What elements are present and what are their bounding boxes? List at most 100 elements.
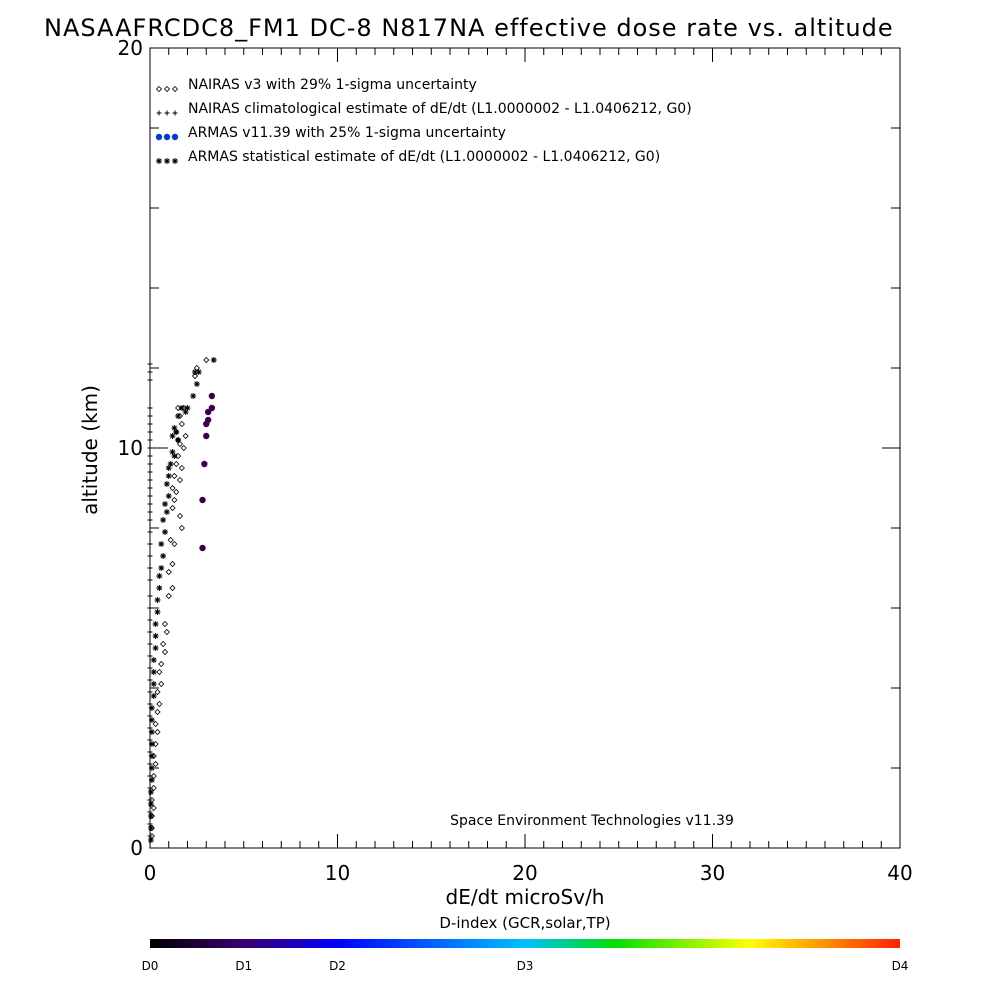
data-point-diamond xyxy=(163,628,170,636)
data-point-diamond xyxy=(154,708,161,716)
legend-label: ARMAS statistical estimate of dE/dt (L1.… xyxy=(188,149,660,165)
data-point-asterisk xyxy=(148,729,155,735)
data-point-diamond xyxy=(156,700,163,708)
data-point-asterisk xyxy=(152,633,159,639)
data-point-asterisk xyxy=(148,753,155,759)
x-tick-label: 40 xyxy=(887,861,912,885)
y-tick-label: 0 xyxy=(130,836,143,860)
data-point-diamond xyxy=(150,804,157,812)
data-point-plus xyxy=(147,553,153,559)
data-point-asterisk xyxy=(190,393,197,399)
axis-tick-labels: 0 10 20 30 40 0 10 20 xyxy=(118,36,913,885)
data-point-diamond xyxy=(171,540,178,548)
data-point-diamond xyxy=(160,640,167,648)
legend-marker-plus xyxy=(172,110,178,116)
legend-marker-asterisk xyxy=(164,158,170,164)
legend-marker-asterisk xyxy=(172,158,178,164)
x-tick-label: 10 xyxy=(325,861,350,885)
data-point-asterisk xyxy=(182,409,189,415)
data-point-plus xyxy=(147,529,153,535)
data-point-asterisk xyxy=(171,453,178,459)
data-point-asterisk xyxy=(169,449,176,455)
legend-item: ARMAS statistical estimate of dE/dt (L1.… xyxy=(156,149,660,165)
y-tick-label: 10 xyxy=(118,436,143,460)
data-point-dot xyxy=(204,408,212,416)
data-point-plus xyxy=(147,629,153,635)
data-point-plus xyxy=(147,429,153,435)
data-point-plus xyxy=(147,437,153,443)
data-point-diamond xyxy=(152,760,159,768)
legend-label: NAIRAS climatological estimate of dE/dt … xyxy=(188,101,692,117)
data-point-asterisk xyxy=(158,541,165,547)
y-axis-label: altitude (km) xyxy=(78,385,102,515)
data-point-plus xyxy=(147,377,153,383)
data-point-asterisk xyxy=(147,801,154,807)
data-point-diamond xyxy=(176,440,184,448)
series-asterisk xyxy=(147,357,217,843)
x-tick-label: 20 xyxy=(512,861,537,885)
data-point-dot xyxy=(208,392,216,400)
data-point-diamond xyxy=(171,472,178,480)
data-point-dot xyxy=(199,544,206,552)
data-point-asterisk xyxy=(150,657,157,663)
data-point-diamond xyxy=(173,488,180,496)
data-point-diamond xyxy=(158,680,165,688)
data-point-asterisk xyxy=(148,765,155,771)
data-point-diamond xyxy=(154,728,161,736)
legend-marker-plus xyxy=(164,110,170,116)
data-point-diamond xyxy=(178,464,185,472)
data-point-asterisk xyxy=(193,381,200,387)
axis-ticks xyxy=(149,47,901,849)
data-point-asterisk xyxy=(160,517,167,523)
colorbar-label: D2 xyxy=(329,959,346,973)
colorbar-labels: D0 D1 D2 D3 D4 xyxy=(142,959,909,973)
data-point-diamond xyxy=(171,496,178,504)
data-point-diamond xyxy=(165,592,172,600)
colorbar-label: D1 xyxy=(235,959,252,973)
data-point-asterisk xyxy=(175,413,182,419)
data-point-plus xyxy=(147,361,153,367)
data-point-diamond xyxy=(175,452,182,460)
data-point-asterisk xyxy=(169,433,176,439)
data-point-diamond xyxy=(152,720,159,728)
colorbar-label: D3 xyxy=(517,959,534,973)
data-point-plus xyxy=(147,541,153,547)
data-point-plus xyxy=(147,485,153,491)
series-diamond xyxy=(148,356,210,840)
data-point-plus xyxy=(147,477,153,483)
data-point-plus xyxy=(147,593,153,599)
data-point-diamond xyxy=(176,512,184,520)
data-point-asterisk xyxy=(165,465,172,471)
data-point-diamond xyxy=(154,688,161,696)
data-point-asterisk xyxy=(148,741,155,747)
data-point-asterisk xyxy=(160,553,167,559)
data-point-diamond xyxy=(169,504,176,512)
data-point-diamond xyxy=(158,660,165,668)
data-point-asterisk xyxy=(147,825,154,831)
data-point-plus xyxy=(147,369,153,375)
series-dot xyxy=(199,392,216,552)
credit-annotation: Space Environment Technologies v11.39 xyxy=(450,813,734,829)
data-point-asterisk xyxy=(184,405,191,411)
data-point-diamond xyxy=(178,524,185,532)
data-point-plus xyxy=(147,653,153,659)
legend: NAIRAS v3 with 29% 1-sigma uncertainty NA… xyxy=(155,77,692,165)
chart-title: NASAAFRCDC8_FM1 DC-8 N817NA effective do… xyxy=(44,14,894,42)
data-point-diamond xyxy=(178,420,185,428)
data-point-asterisk xyxy=(165,473,172,479)
data-point-diamond xyxy=(175,404,182,412)
data-point-plus xyxy=(147,509,153,515)
data-point-asterisk xyxy=(150,693,157,699)
data-point-dot xyxy=(208,404,216,412)
data-point-diamond xyxy=(161,620,169,628)
data-point-diamond xyxy=(176,476,184,484)
data-point-asterisk xyxy=(147,789,154,795)
data-point-plus xyxy=(147,469,153,475)
legend-label: NAIRAS v3 with 29% 1-sigma uncertainty xyxy=(188,77,477,93)
data-point-asterisk xyxy=(163,481,170,487)
data-point-asterisk xyxy=(210,357,217,363)
data-point-diamond xyxy=(169,560,176,568)
data-point-diamond xyxy=(152,740,159,748)
data-point-asterisk xyxy=(154,609,161,615)
legend-marker-diamond xyxy=(155,85,163,93)
